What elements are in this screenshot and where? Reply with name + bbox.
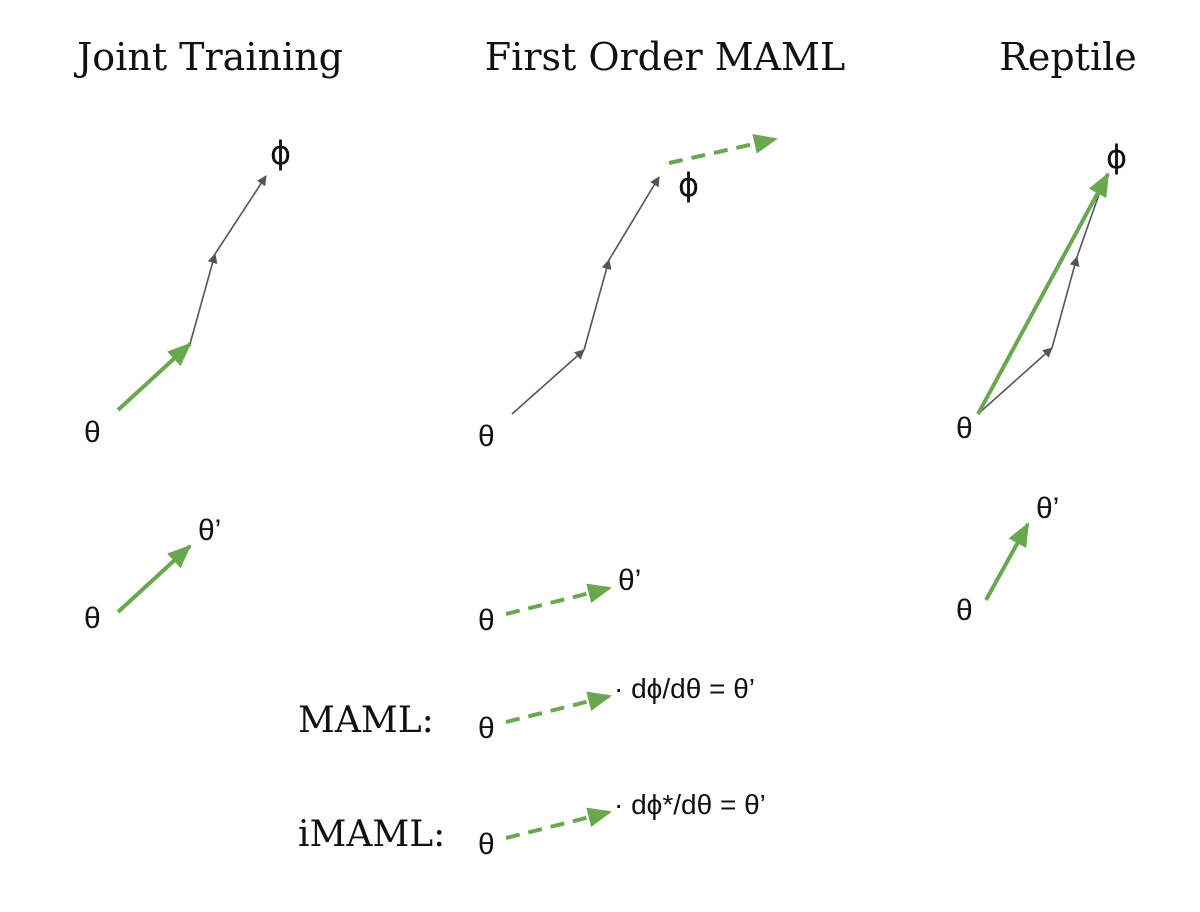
reptile-update-arrow <box>984 522 1030 601</box>
joint-theta-label: θ <box>84 416 101 449</box>
joint-phi-label: ϕ <box>270 134 291 172</box>
title-reptile: Reptile <box>999 35 1137 79</box>
fomaml-phi-label: ϕ <box>678 166 699 204</box>
fomaml-update-theta-prime-label: θ’ <box>618 564 641 597</box>
fomaml-theta-label: θ <box>478 420 495 453</box>
imaml-equation: · dϕ*/dθ = θ’ <box>614 789 766 820</box>
maml-dashed-arrow <box>505 691 612 724</box>
fomaml-gradient-dashed-arrow <box>668 134 778 165</box>
reptile-update-theta-prime-label: θ’ <box>1036 492 1059 525</box>
joint-inner-step-2-arrow <box>189 253 218 345</box>
joint-update-theta-label: θ <box>84 602 101 635</box>
reptile-phi-label: ϕ <box>1106 138 1127 176</box>
joint-update-theta-prime-label: θ’ <box>198 514 221 547</box>
reptile-inner-step-2-arrow <box>1051 256 1080 349</box>
reptile-direct-update-arrow <box>976 172 1110 415</box>
maml-theta-label: θ <box>478 712 495 745</box>
title-joint-training: Joint Training <box>73 35 343 79</box>
joint-first-step-arrow <box>116 342 192 412</box>
imaml-dashed-arrow <box>505 807 612 840</box>
imaml-row-label: iMAML: <box>298 814 445 855</box>
maml-equation: · dϕ/dθ = θ’ <box>614 673 755 704</box>
fomaml-inner-step-2-arrow <box>583 259 612 351</box>
maml-row-label: MAML: <box>298 700 434 741</box>
fomaml-update-theta-label: θ <box>478 604 495 637</box>
imaml-theta-label: θ <box>478 828 495 861</box>
fomaml-inner-step-1-arrow <box>511 349 585 415</box>
reptile-theta-label: θ <box>956 412 973 445</box>
fomaml-update-dashed-arrow <box>505 583 612 616</box>
joint-inner-step-3-arrow <box>214 175 267 255</box>
reptile-update-theta-label: θ <box>956 594 973 627</box>
joint-update-arrow <box>116 544 192 614</box>
reptile-inner-step-1-arrow <box>977 347 1053 415</box>
title-first-order-maml: First Order MAML <box>485 35 845 79</box>
fomaml-inner-step-3-arrow <box>608 176 660 261</box>
